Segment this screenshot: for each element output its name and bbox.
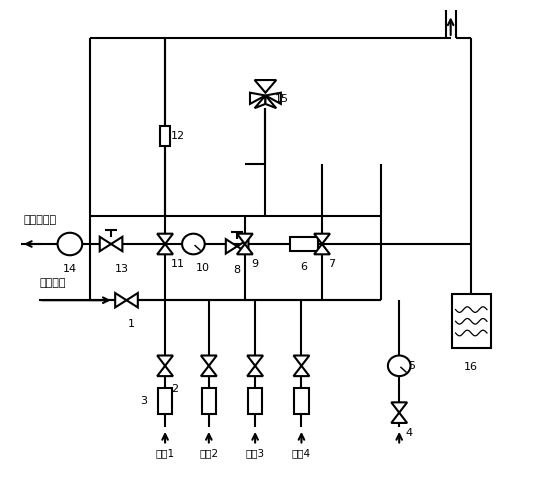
Polygon shape (201, 366, 217, 376)
Text: 样品1: 样品1 (155, 448, 175, 458)
Polygon shape (255, 80, 276, 93)
Bar (290, 238, 318, 250)
Text: 6: 6 (301, 262, 308, 272)
Text: 5: 5 (408, 361, 415, 371)
Text: 12: 12 (172, 131, 185, 141)
Bar (158, 388, 172, 414)
Polygon shape (265, 96, 276, 108)
Text: 4: 4 (405, 427, 413, 438)
Bar (452, 294, 490, 348)
Circle shape (388, 355, 411, 376)
Polygon shape (294, 355, 309, 366)
Polygon shape (247, 366, 263, 376)
Text: 9: 9 (251, 259, 258, 269)
Text: 13: 13 (115, 264, 129, 274)
Polygon shape (100, 237, 111, 251)
Text: 2: 2 (172, 384, 178, 394)
Polygon shape (391, 413, 407, 423)
Circle shape (57, 233, 82, 255)
Text: 10: 10 (196, 263, 210, 273)
Circle shape (182, 234, 205, 254)
Bar (202, 388, 216, 414)
Polygon shape (250, 93, 265, 104)
Polygon shape (255, 96, 265, 108)
Text: 3: 3 (140, 396, 147, 406)
Polygon shape (111, 237, 122, 251)
Polygon shape (157, 355, 173, 366)
Text: 1: 1 (128, 319, 135, 329)
Text: 样品4: 样品4 (292, 448, 311, 458)
Polygon shape (201, 355, 217, 366)
Text: 样品3: 样品3 (245, 448, 265, 458)
Polygon shape (294, 366, 309, 376)
Text: 进气相色谱: 进气相色谱 (24, 215, 57, 225)
Text: 高纯氦气: 高纯氦气 (39, 279, 65, 288)
Text: 样品2: 样品2 (199, 448, 218, 458)
Polygon shape (237, 239, 249, 254)
Polygon shape (265, 93, 281, 104)
Polygon shape (314, 244, 330, 254)
Text: 16: 16 (464, 362, 478, 372)
Text: 7: 7 (328, 259, 336, 269)
Polygon shape (391, 402, 407, 413)
Polygon shape (157, 234, 173, 244)
Polygon shape (247, 355, 263, 366)
Text: 11: 11 (172, 259, 185, 269)
Bar (160, 126, 170, 146)
Text: 14: 14 (63, 264, 77, 274)
Text: 8: 8 (234, 265, 241, 275)
Polygon shape (237, 244, 253, 254)
Polygon shape (314, 234, 330, 244)
Polygon shape (126, 293, 138, 307)
Polygon shape (157, 244, 173, 254)
Text: 15: 15 (274, 94, 289, 104)
Polygon shape (226, 239, 237, 254)
Bar (248, 388, 262, 414)
Polygon shape (157, 366, 173, 376)
Polygon shape (237, 234, 253, 244)
Bar (294, 388, 309, 414)
Polygon shape (115, 293, 126, 307)
